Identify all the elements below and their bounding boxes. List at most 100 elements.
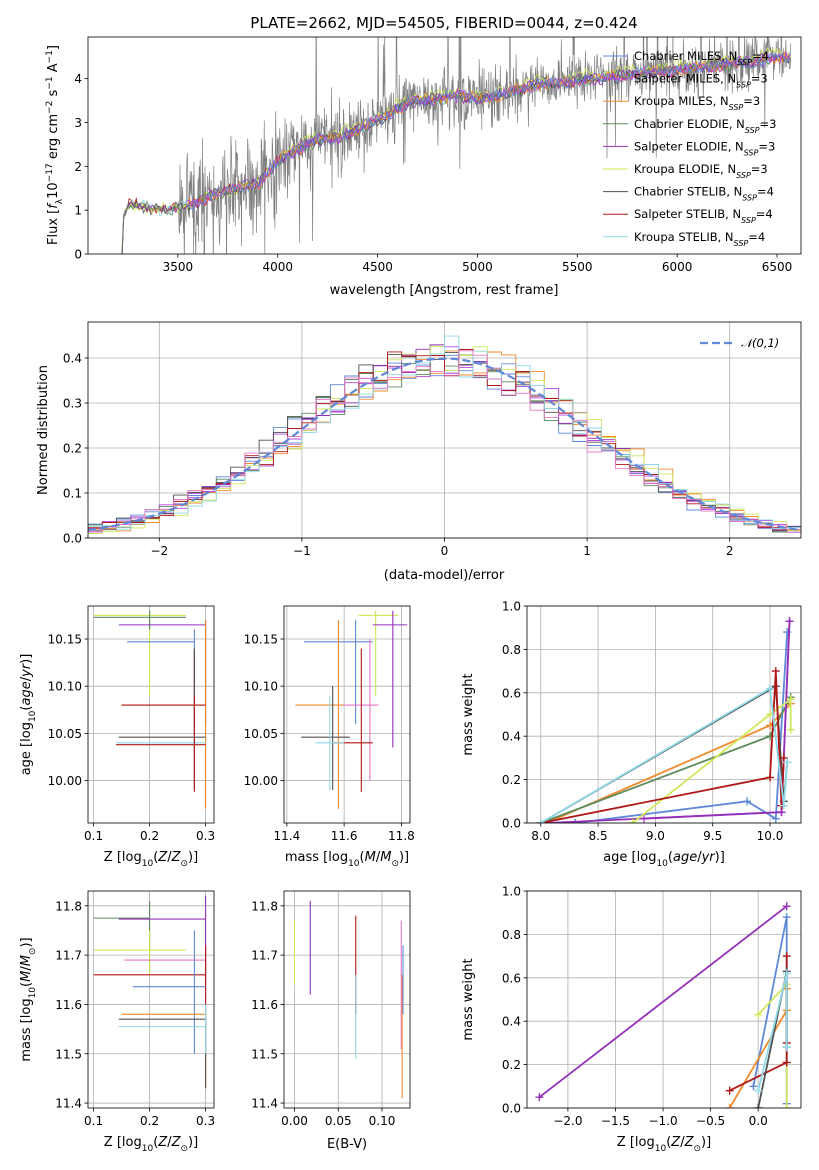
y-axis-label: mass weight bbox=[461, 673, 476, 755]
y-tick-label: 11.8 bbox=[251, 899, 278, 913]
spectrum-panel: 3500 4000 4500 5000 5500 6000 6500 0 1 2 3 4 PLATE=2… bbox=[45, 14, 802, 298]
axes-frame bbox=[87, 36, 802, 255]
y-axis-label: Flux [fλ10−17 erg cm−2 s−1 A−1] bbox=[45, 45, 65, 245]
weight-marker-salpeter_stelib bbox=[782, 952, 791, 961]
weight-marker-kroupa_elodie bbox=[786, 695, 795, 704]
x-tick-label: 6500 bbox=[762, 260, 793, 274]
y-tick-label: 10.15 bbox=[244, 633, 278, 647]
x-tick-label: −1.5 bbox=[601, 1114, 630, 1128]
label-part: −1 bbox=[45, 50, 55, 63]
legend-text: Chabrier MILES, N bbox=[634, 49, 737, 63]
legend-text: Chabrier ELODIE, N bbox=[634, 117, 745, 131]
plot-area bbox=[121, 37, 792, 254]
label-part: mass [ bbox=[285, 850, 328, 865]
legend-text: Kroupa ELODIE, N bbox=[634, 162, 736, 176]
weight-marker-salpeter_stelib bbox=[766, 773, 775, 782]
y-axis-label: Normed distribution bbox=[36, 365, 51, 495]
label-part: M bbox=[19, 971, 34, 982]
x-tick-label: 0.1 bbox=[84, 1114, 103, 1128]
y-tick-label: 0.2 bbox=[63, 442, 82, 456]
y-tick-label: 0.3 bbox=[63, 397, 82, 411]
plot-area bbox=[88, 335, 801, 534]
x-tick-label: 0.1 bbox=[84, 829, 103, 843]
legend-sub: SSP bbox=[729, 103, 744, 112]
label-part: s bbox=[46, 89, 61, 100]
x-axis-label: age [log10(age/yr)] bbox=[603, 850, 725, 869]
legend-sub: SSP bbox=[734, 238, 749, 247]
legend-label: Kroupa STELIB, NSSP=4 bbox=[634, 230, 765, 248]
label-part: 10 bbox=[28, 987, 38, 999]
weight-marker-chabrier_miles bbox=[771, 814, 780, 823]
chart-title: PLATE=2662, MJD=54505, FIBERID=0044, z=0… bbox=[250, 14, 637, 32]
legend: 𝒩(0,1) bbox=[700, 336, 779, 350]
weight-vs-metallicity-panel: −2.0 −1.5 −1.0 −0.5 0.0 0.0 0.2 0.4 0.6 0.8 1.0 Z [… bbox=[461, 885, 802, 1154]
axes-frame bbox=[87, 605, 215, 824]
y-tick-label: 0.6 bbox=[502, 971, 521, 985]
x-tick-label: 1 bbox=[583, 544, 591, 558]
legend-text: Salpeter ELODIE, N bbox=[634, 139, 744, 153]
weight-marker-kroupa_elodie bbox=[754, 1010, 763, 1019]
label-part: yr bbox=[701, 850, 717, 865]
y-tick-label: 3 bbox=[74, 116, 82, 130]
age-vs-mass-panel: 11.4 11.6 11.8 10.00 10.05 10.10 10.15 mass [lo… bbox=[244, 605, 415, 869]
label-part: yr bbox=[19, 662, 34, 678]
legend-label: Chabrier ELODIE, NSSP=3 bbox=[634, 117, 776, 135]
legend-text: =4 bbox=[757, 185, 774, 199]
label-part: 10 bbox=[46, 182, 61, 199]
label-part: Z bbox=[171, 1135, 182, 1150]
weight-marker-salpeter_elodie bbox=[782, 902, 791, 911]
x-tick-label: −2.0 bbox=[553, 1114, 582, 1128]
label-part: λ bbox=[55, 198, 65, 204]
legend-sub: SSP bbox=[742, 193, 757, 202]
label-part: age bbox=[19, 681, 34, 705]
legend-sub: SSP bbox=[744, 148, 759, 157]
label-part: −2 bbox=[45, 101, 55, 114]
weight-marker-salpeter_stelib bbox=[782, 1058, 791, 1067]
label-part: 10 bbox=[142, 1144, 154, 1154]
label-part: age [ bbox=[603, 850, 636, 865]
x-tick-label: 0.3 bbox=[196, 1114, 215, 1128]
label-part: Z bbox=[157, 1135, 168, 1150]
y-tick-label: 10.10 bbox=[48, 680, 82, 694]
label-part: Z bbox=[157, 850, 168, 865]
label-part: ( bbox=[153, 1135, 158, 1150]
x-axis-label: (data-model)/error bbox=[384, 568, 505, 583]
plot-area bbox=[536, 617, 795, 823]
y-tick-label: 11.6 bbox=[251, 998, 278, 1012]
label-part: Z [ bbox=[104, 1135, 122, 1150]
mass-vs-extinction-panel: 0.00 0.05 0.10 11.4 11.5 11.6 11.7 11.8 E(B-V) bbox=[251, 890, 411, 1152]
legend-label: 𝒩(0,1) bbox=[741, 336, 779, 350]
x-axis-label: mass [log10(M/M⊙)] bbox=[285, 850, 409, 869]
label-part: ( bbox=[153, 850, 158, 865]
weight-marker-chabrier_miles bbox=[782, 913, 791, 922]
label-part: erg cm bbox=[46, 114, 61, 163]
label-part: )] bbox=[188, 850, 198, 865]
legend-sub: SSP bbox=[736, 171, 751, 180]
axes-frame bbox=[283, 890, 411, 1109]
weight-marker-kroupa_stelib bbox=[754, 1086, 763, 1095]
legend-text: =3 bbox=[743, 94, 760, 108]
label-part: ⊙ bbox=[693, 1144, 701, 1154]
label-part: 10 bbox=[348, 859, 360, 869]
x-axis-label: E(B-V) bbox=[327, 1137, 367, 1152]
legend-text: =4 bbox=[756, 207, 773, 221]
legend-text: Salpeter STELIB, N bbox=[634, 207, 741, 221]
legend-text: =3 bbox=[751, 72, 768, 86]
y-tick-label: 4 bbox=[74, 72, 82, 86]
y-tick-label: 0.1 bbox=[63, 487, 82, 501]
legend-label: Chabrier STELIB, NSSP=4 bbox=[634, 185, 774, 203]
y-axis-label: mass [log10(M/M⊙)] bbox=[19, 937, 38, 1061]
y-tick-label: 10.00 bbox=[244, 774, 278, 788]
weight-marker-chabrier_miles bbox=[743, 797, 752, 806]
x-tick-label: 11.4 bbox=[274, 829, 301, 843]
x-tick-label: 0.2 bbox=[140, 829, 159, 843]
x-tick-label: 5500 bbox=[562, 260, 593, 274]
label-part: age [ bbox=[19, 742, 34, 775]
axes-frame bbox=[526, 890, 802, 1109]
x-tick-label: 0.0 bbox=[749, 1114, 768, 1128]
y-tick-label: 11.4 bbox=[55, 1097, 82, 1111]
y-tick-label: 11.8 bbox=[55, 899, 82, 913]
weight-line-salpeter_elodie bbox=[538, 905, 788, 1098]
label-part: ⊙ bbox=[180, 1144, 188, 1154]
label-part: Z [ bbox=[617, 1135, 635, 1150]
